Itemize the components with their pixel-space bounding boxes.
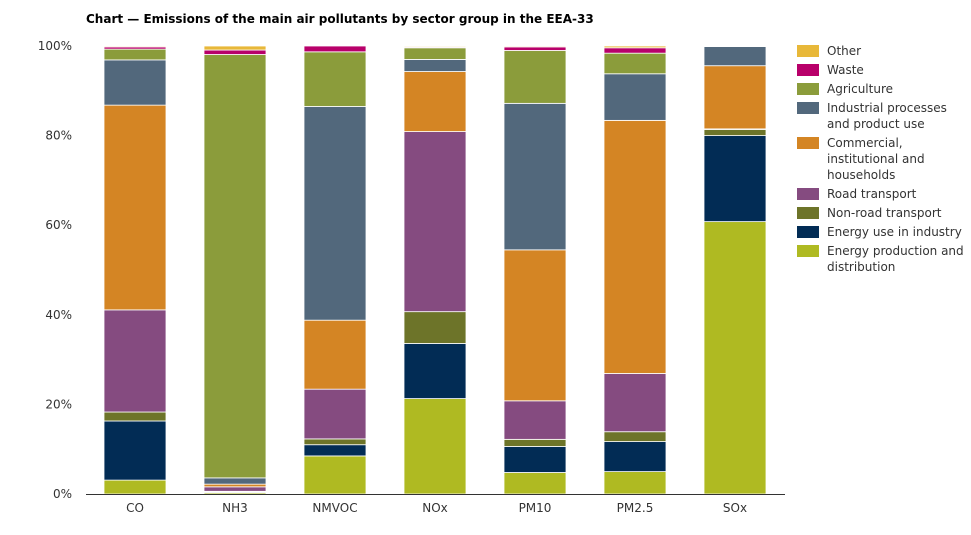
bar-segment <box>303 388 367 440</box>
legend-swatch <box>797 83 819 95</box>
bar-segment <box>103 59 167 106</box>
x-tick-label: CO <box>126 501 144 515</box>
legend-swatch <box>797 102 819 114</box>
legend-label: Energy use in industry <box>827 225 962 239</box>
bar-segment <box>503 438 567 447</box>
bar-segment <box>603 47 667 54</box>
legend-label: Agriculture <box>827 82 893 96</box>
bar-segment <box>103 411 167 422</box>
legend-item: Road transport <box>797 186 967 202</box>
legend-label: Commercial, institutional and households <box>827 136 925 182</box>
legend-label: Energy production and distribution <box>827 244 964 274</box>
legend: Other Waste Agriculture Industrial processe… <box>797 43 967 278</box>
bar-segment <box>103 45 167 48</box>
bar-segment <box>603 441 667 473</box>
legend-item: Non-road transport <box>797 205 967 221</box>
bar-segment <box>203 486 267 492</box>
bar-segment <box>303 455 367 495</box>
legend-item: Other <box>797 43 967 59</box>
legend-swatch <box>797 137 819 149</box>
legend-swatch <box>797 188 819 200</box>
bar-segment <box>403 45 467 48</box>
bar-segment <box>703 46 767 67</box>
x-tick-label: PM10 <box>519 501 552 515</box>
bar-segment <box>503 472 567 495</box>
legend-item: Energy use in industry <box>797 224 967 240</box>
bar-segment <box>603 431 667 442</box>
bar-segment <box>403 71 467 132</box>
bar-segment <box>203 483 267 488</box>
bar-segment <box>403 398 467 495</box>
y-tick-label: 60% <box>45 218 72 232</box>
y-tick-label: 0% <box>53 487 72 501</box>
bar-segment <box>503 46 567 51</box>
legend-label: Industrial processes and product use <box>827 101 947 131</box>
x-tick-label: NOx <box>422 501 448 515</box>
legend-item: Commercial, institutional and households <box>797 135 967 183</box>
bar-segment <box>103 309 167 413</box>
x-tick-label: PM2.5 <box>617 501 654 515</box>
legend-item: Agriculture <box>797 81 967 97</box>
legend-item: Industrial processes and product use <box>797 100 967 132</box>
bar-segment <box>203 45 267 51</box>
bar-segment <box>403 59 467 72</box>
bar-segment <box>503 400 567 440</box>
bar-segment <box>703 221 767 495</box>
bar-segment <box>703 45 767 48</box>
bar-segment <box>303 51 367 107</box>
bar-segment <box>503 249 567 402</box>
y-tick-label: 40% <box>45 308 72 322</box>
legend-label: Road transport <box>827 187 917 201</box>
bar-segment <box>403 47 467 60</box>
bar-segment <box>603 119 667 374</box>
legend-swatch <box>797 64 819 76</box>
legend-label: Waste <box>827 63 864 77</box>
bar-segment <box>103 48 167 61</box>
bar-segment <box>103 104 167 311</box>
legend-swatch <box>797 207 819 219</box>
bar-segment <box>503 50 567 104</box>
bar-segment <box>703 128 767 137</box>
bar-segment <box>603 52 667 75</box>
legend-swatch <box>797 45 819 57</box>
y-tick-label: 80% <box>45 129 72 143</box>
bar-segment <box>103 479 167 495</box>
bar-segment <box>303 319 367 390</box>
bar-segment <box>703 65 767 130</box>
x-tick-label: NMVOC <box>312 501 357 515</box>
legend-swatch <box>797 245 819 257</box>
bar-segment <box>403 311 467 344</box>
y-tick-label: 20% <box>45 397 72 411</box>
bar-segment <box>303 444 367 457</box>
legend-swatch <box>797 226 819 238</box>
bar-segment <box>603 471 667 495</box>
bar-segment <box>203 477 267 485</box>
y-tick-label: 100% <box>38 39 72 53</box>
bar-segment <box>303 438 367 446</box>
bar-segment <box>603 373 667 433</box>
x-tick-label: NH3 <box>222 501 248 515</box>
chart-title: Chart — Emissions of the main air pollut… <box>86 12 594 26</box>
bar-segment <box>303 45 367 53</box>
bar-segment <box>503 446 567 473</box>
bar-segment <box>403 131 467 313</box>
bar-segment <box>203 49 267 55</box>
bar-segment <box>603 73 667 121</box>
bar-segment <box>503 45 567 48</box>
bar-segment <box>603 45 667 49</box>
bar-segment <box>703 135 767 223</box>
legend-item: Energy production and distribution <box>797 243 967 275</box>
bar-segment <box>103 420 167 481</box>
bar-segment <box>203 54 267 479</box>
legend-item: Waste <box>797 62 967 78</box>
bar-segment <box>503 102 567 251</box>
x-tick-label: SOx <box>723 501 747 515</box>
legend-label: Other <box>827 44 862 58</box>
bar-segment <box>303 106 367 321</box>
legend-label: Non-road transport <box>827 206 942 220</box>
bar-segment <box>403 343 467 399</box>
